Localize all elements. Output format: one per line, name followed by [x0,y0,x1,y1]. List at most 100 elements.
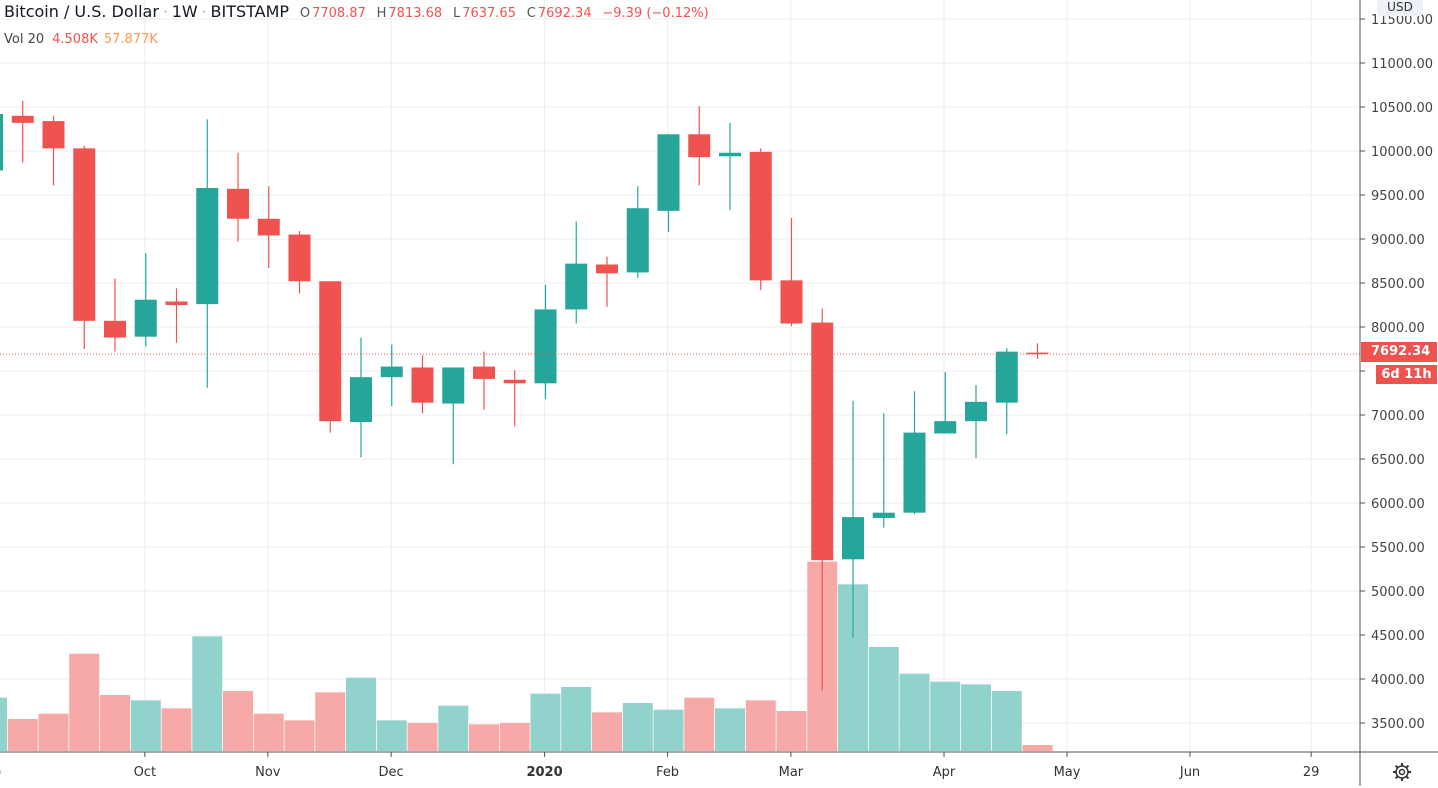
volume-legend: Vol 20 4.508K 57.877K [4,32,158,47]
volume-bar [223,691,253,751]
close-value: 7692.34 [537,6,592,21]
price-tick-label: 4500.00 [1371,629,1425,644]
volume-bar [899,673,930,751]
candle-body [534,309,557,384]
volume-bar [346,677,376,751]
price-tick-label: 11000.00 [1371,57,1433,72]
low-value: 7637.65 [462,6,516,21]
candle-body [657,134,680,211]
candle-body [350,377,372,423]
volume-bar [930,681,961,751]
volume-bar [100,695,130,751]
close-label: C [526,6,536,21]
time-tick-label: Mar [779,765,804,780]
time-tick-label: 2020 [526,765,562,780]
volume-bar [192,636,223,751]
candle-body [73,148,96,321]
time-tick-label: Sep [0,765,1,780]
volume-bar [530,693,561,751]
volume-bar [0,697,7,751]
volume-bar [438,705,469,751]
volume-value: 4.508K [52,32,98,47]
volume-bar [315,692,346,751]
change-value: −9.39 (−0.12%) [602,6,709,21]
open-value: 7708.87 [312,6,366,21]
volume-bar [469,724,499,751]
candle-body [380,366,403,378]
volume-bar [715,708,745,751]
candle-body [719,152,741,157]
price-tick-label: 4000.00 [1371,673,1425,688]
time-tick-label: Nov [255,765,281,780]
interval[interactable]: 1W [171,2,198,21]
candle-body [288,234,311,282]
candle-body [1026,352,1049,355]
time-tick-label: Apr [933,765,956,780]
candle-body [995,351,1018,403]
volume-bar [161,708,192,751]
time-tick-label: Feb [656,765,679,780]
volume-bar [38,713,69,751]
price-tick-label: 9000.00 [1371,233,1425,248]
grid [0,0,1360,752]
time-axis-bg [0,752,1438,786]
price-tick-label: 8500.00 [1371,277,1425,292]
price-tick-label: 6000.00 [1371,497,1425,512]
candle-body [626,208,649,273]
candle-body [473,366,495,379]
last-price-label: 7692.34 [1361,342,1437,362]
volume-bar [868,647,899,751]
volume-bar [684,697,715,751]
exchange: BITSTAMP [210,2,290,21]
candle-body [42,121,65,149]
volume-bar [745,700,776,751]
price-tick-label: 5500.00 [1371,541,1425,556]
volume-bars [0,561,1053,751]
volume-bar [961,684,991,751]
price-tick-label: 5000.00 [1371,585,1425,600]
volume-bar [407,723,438,751]
candle-body [104,320,126,338]
candle-body [134,299,157,337]
candle-body [165,301,188,305]
candle-body [319,281,342,422]
time-tick-label: 29 [1303,765,1320,780]
price-tick-label: 10000.00 [1371,145,1433,160]
volume-bar [499,723,530,751]
volume-bar [253,713,284,751]
price-tick-label: 9500.00 [1371,189,1425,204]
volume-bar [622,703,653,751]
candle-body [257,218,280,236]
candle-body [0,114,3,171]
candle-body [872,512,895,518]
volume-bar [776,711,807,751]
time-tick-label: Jun [1179,765,1200,780]
candle-body [811,322,834,561]
volume-bar [7,719,38,751]
symbol-title: Bitcoin / U.S. Dollar [4,2,159,21]
price-tick-label: 7000.00 [1371,409,1425,424]
candle-body [903,432,926,513]
gear-icon[interactable] [1390,760,1414,784]
volume-bar [592,712,622,751]
low-label: L [452,6,461,21]
volume-ma-value: 57.877K [103,32,158,47]
volume-bar [991,691,1022,751]
currency-badge[interactable]: USD [1377,0,1423,16]
price-tick-label: 3500.00 [1371,717,1425,732]
price-tick-label: 11500.00 [1371,13,1433,28]
candle-body [442,367,465,404]
high-label: H [376,6,387,21]
candle-body [503,379,526,384]
candle-body [780,280,803,324]
candle-body [227,188,249,219]
candle-body [565,263,588,310]
volume-bar [376,720,407,751]
price-axis-bg [1360,0,1438,786]
time-tick-label: Oct [134,765,156,780]
candle-body [688,134,711,158]
volume-bar [130,700,161,751]
volume-bar [69,653,100,751]
price-tick-label: 10500.00 [1371,101,1433,116]
